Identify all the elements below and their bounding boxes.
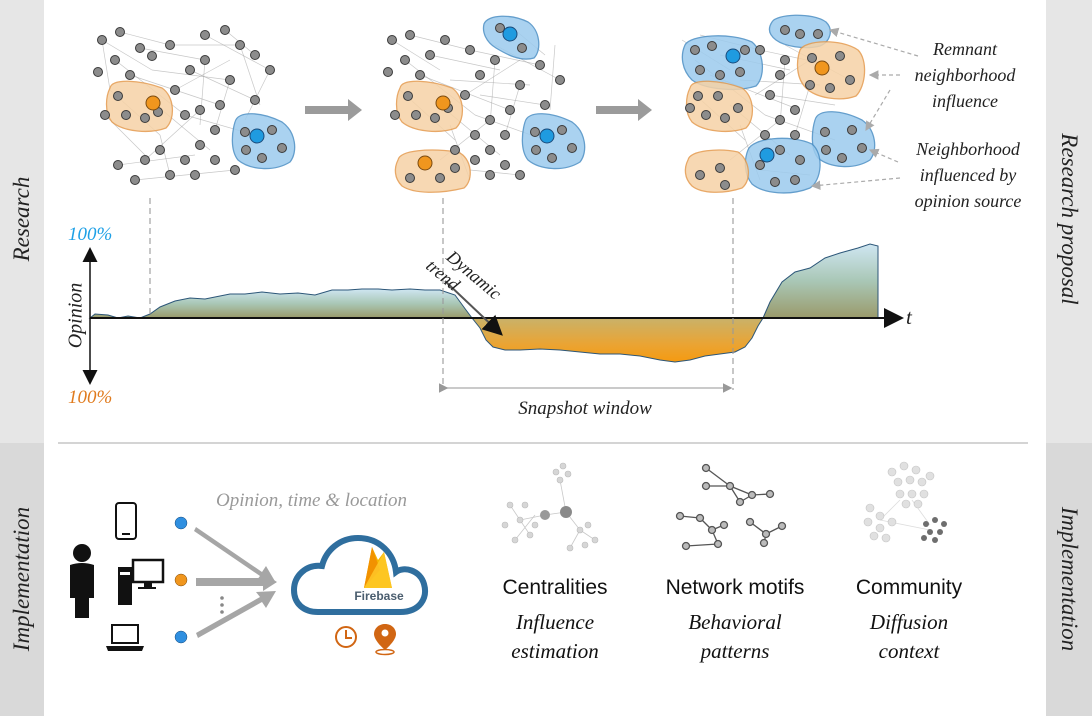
opinion-plot	[82, 198, 904, 393]
right-side-bar-top	[1046, 0, 1092, 443]
community-subtitle-1: Diffusion	[869, 610, 949, 634]
top-percent-label: 100%	[68, 224, 113, 245]
progress-arrows	[305, 99, 652, 121]
centralities-subtitle-2: estimation	[511, 639, 599, 663]
signal-dot-blue-2	[174, 630, 188, 644]
method-centralities: Centralities Influence estimation	[480, 576, 630, 666]
annotation-arrows	[810, 27, 919, 191]
network-motifs-subtitle-2: patterns	[700, 639, 770, 663]
method-network-motifs: Network motifs Behavioral patterns	[650, 576, 820, 666]
laptop-icon	[106, 624, 144, 651]
network-motifs-icon	[675, 463, 787, 551]
remnant-line-3: influence	[932, 91, 998, 111]
left-side-bar-top	[0, 0, 44, 443]
remnant-line-1: Remnant	[933, 39, 997, 59]
community-icon	[863, 461, 947, 543]
user-icon	[70, 544, 94, 618]
network-3	[681, 14, 876, 194]
remnant-annotation: Remnant neighborhood influence	[900, 36, 1030, 114]
smartphone-icon	[115, 502, 137, 540]
desktop-icon	[118, 558, 165, 605]
firebase-cloud-icon	[290, 534, 428, 615]
method-community: Community Diffusion context	[836, 576, 982, 666]
negative-opinion-area	[470, 317, 764, 363]
centralities-subtitle-1: Influence	[515, 610, 595, 634]
influenced-annotation: Neighborhood influenced by opinion sourc…	[898, 136, 1038, 214]
snapshot-window-label: Snapshot window	[518, 398, 652, 419]
positive-opinion-area	[88, 288, 473, 319]
signal-dot-orange	[174, 573, 188, 587]
location-pin-icon	[374, 624, 396, 656]
firebase-label: Firebase	[354, 589, 404, 603]
network-1	[93, 25, 296, 185]
community-subtitle-2: context	[878, 639, 940, 663]
influenced-line-1: Neighborhood	[916, 139, 1020, 159]
centralities-graph-icon	[501, 462, 599, 552]
community-title: Community	[855, 576, 963, 599]
remnant-line-2: neighborhood	[914, 65, 1016, 85]
time-axis-label: t	[906, 305, 912, 329]
ellipsis-dots	[220, 596, 224, 614]
flow-label: Opinion, time & location	[216, 490, 408, 511]
signal-dot-blue-1	[174, 516, 188, 530]
bottom-percent-label: 100%	[68, 387, 113, 408]
dynamic-trend-arrow	[444, 280, 503, 336]
centralities-title: Centralities	[502, 576, 608, 599]
network-motifs-title: Network motifs	[665, 576, 805, 599]
clock-icon	[335, 626, 357, 648]
influenced-line-3: opinion source	[914, 191, 1022, 211]
influenced-line-2: influenced by	[919, 165, 1017, 185]
network-motifs-subtitle-1: Behavioral	[688, 610, 782, 634]
network-2	[383, 15, 586, 193]
left-side-bar-bottom	[0, 443, 44, 716]
right-side-bar-bottom	[1046, 443, 1092, 716]
data-flow-arrows	[194, 527, 277, 638]
opinion-axis-label: Opinion	[64, 282, 87, 349]
positive-opinion-area-2	[762, 243, 879, 319]
